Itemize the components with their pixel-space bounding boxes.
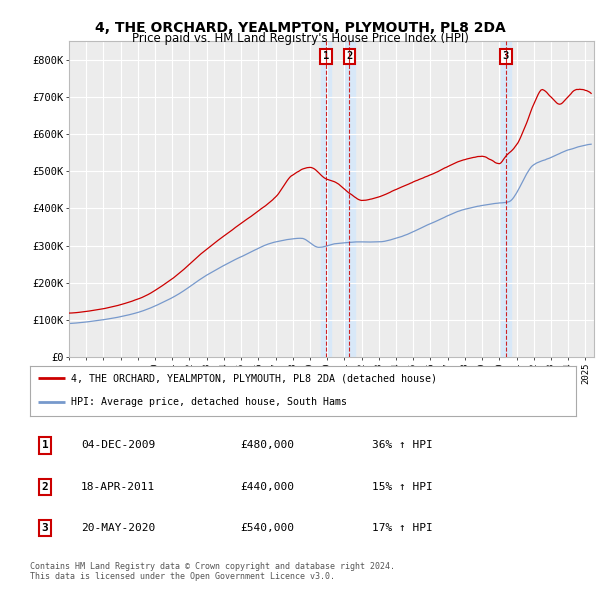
Text: 36% ↑ HPI: 36% ↑ HPI	[372, 441, 433, 450]
Text: 4, THE ORCHARD, YEALMPTON, PLYMOUTH, PL8 2DA (detached house): 4, THE ORCHARD, YEALMPTON, PLYMOUTH, PL8…	[71, 373, 437, 384]
Text: Price paid vs. HM Land Registry's House Price Index (HPI): Price paid vs. HM Land Registry's House …	[131, 32, 469, 45]
Text: 18-APR-2011: 18-APR-2011	[81, 482, 155, 491]
Bar	[501, 41, 511, 357]
Text: 17% ↑ HPI: 17% ↑ HPI	[372, 523, 433, 533]
Text: Contains HM Land Registry data © Crown copyright and database right 2024.: Contains HM Land Registry data © Crown c…	[30, 562, 395, 571]
Bar	[344, 41, 355, 357]
Text: 20-MAY-2020: 20-MAY-2020	[81, 523, 155, 533]
Text: 1: 1	[323, 51, 329, 61]
Text: £480,000: £480,000	[240, 441, 294, 450]
Text: 04-DEC-2009: 04-DEC-2009	[81, 441, 155, 450]
Text: 2: 2	[346, 51, 353, 61]
Text: 4, THE ORCHARD, YEALMPTON, PLYMOUTH, PL8 2DA: 4, THE ORCHARD, YEALMPTON, PLYMOUTH, PL8…	[95, 21, 505, 35]
Text: 1: 1	[41, 441, 49, 450]
Text: 3: 3	[503, 51, 509, 61]
Text: £440,000: £440,000	[240, 482, 294, 491]
Text: £540,000: £540,000	[240, 523, 294, 533]
Text: 3: 3	[41, 523, 49, 533]
Text: This data is licensed under the Open Government Licence v3.0.: This data is licensed under the Open Gov…	[30, 572, 335, 581]
Text: 2: 2	[41, 482, 49, 491]
Text: HPI: Average price, detached house, South Hams: HPI: Average price, detached house, Sout…	[71, 397, 347, 407]
Bar	[320, 41, 331, 357]
Text: 15% ↑ HPI: 15% ↑ HPI	[372, 482, 433, 491]
